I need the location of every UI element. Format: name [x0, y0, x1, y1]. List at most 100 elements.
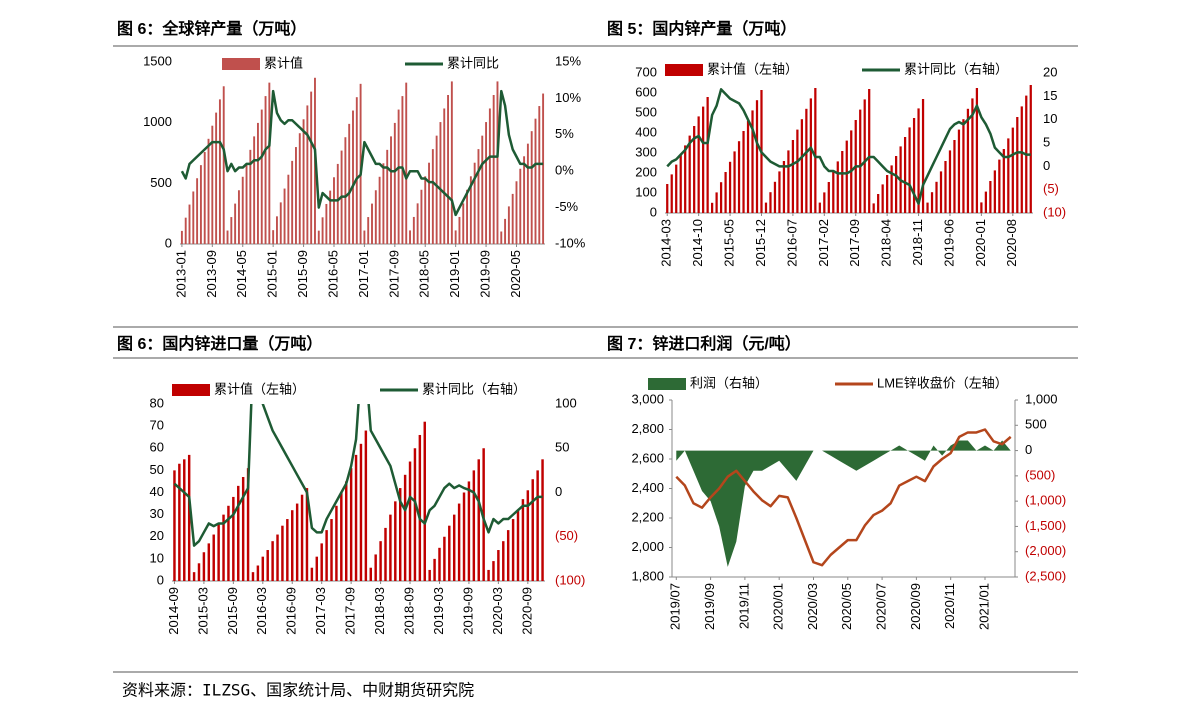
bar: [450, 81, 453, 244]
bar: [386, 149, 389, 244]
bar: [435, 135, 438, 244]
x-tick-label: 2020/09: [908, 583, 923, 630]
line: [173, 404, 543, 547]
bar: [742, 131, 745, 213]
y-tick-label: 2,200: [631, 509, 664, 524]
bar: [384, 527, 387, 581]
bar: [272, 230, 275, 244]
bar: [485, 122, 488, 244]
x-tick-label: 2016-03: [254, 587, 269, 635]
legend-label: 利润（右轴）: [690, 375, 768, 390]
bar: [249, 149, 252, 244]
bar: [500, 231, 503, 244]
bar: [519, 168, 522, 244]
x-tick-label: 2015-01: [265, 250, 280, 298]
bar: [890, 165, 893, 213]
bar: [355, 97, 358, 244]
bar: [733, 151, 736, 213]
x-tick-label: 2020-03: [490, 587, 505, 635]
y2-tick-label: (5): [1043, 181, 1059, 196]
bar: [980, 202, 983, 213]
x-tick-label: 2020-01: [973, 219, 988, 267]
bar: [504, 218, 507, 244]
bar: [523, 156, 526, 244]
x-tick-label: 2019-01: [447, 250, 462, 298]
bar: [344, 137, 347, 244]
x-tick-label: 2019-09: [460, 587, 475, 635]
bar: [782, 161, 786, 213]
bar: [805, 108, 808, 213]
bar: [697, 116, 700, 213]
bar: [403, 474, 407, 581]
bar: [746, 120, 750, 213]
bar: [260, 109, 263, 244]
bar: [173, 470, 176, 581]
x-tick-label: 2018-03: [372, 587, 387, 635]
legend-swatch: [222, 58, 260, 70]
bar: [836, 161, 839, 213]
bar: [230, 217, 233, 244]
bar: [359, 83, 362, 244]
x-tick-label: 2016-09: [284, 587, 299, 635]
bar: [245, 163, 248, 244]
bar: [487, 569, 490, 581]
bar: [302, 119, 305, 244]
bar: [1002, 149, 1005, 213]
bar: [787, 150, 790, 213]
y-tick-label: 2,400: [631, 480, 664, 495]
x-tick-label: 2014-05: [234, 250, 249, 298]
bar: [443, 108, 446, 244]
legend-swatch: [665, 64, 703, 76]
x-tick-label: 2013-01: [173, 250, 188, 298]
bar: [823, 192, 826, 213]
bar: [310, 567, 314, 581]
y2-tick-label: 500: [1025, 417, 1047, 432]
bar: [237, 190, 240, 244]
y-tick-label: 200: [635, 164, 657, 179]
bar: [670, 174, 673, 213]
y-tick-label: 10: [150, 550, 164, 565]
bar: [791, 140, 795, 213]
y2-tick-label: 0: [1043, 158, 1050, 173]
x-tick-label: 2020/05: [839, 583, 854, 630]
bar: [872, 203, 875, 213]
bar: [1020, 106, 1023, 213]
y2-tick-label: (100): [555, 572, 585, 587]
x-tick-label: 2020-05: [508, 250, 523, 298]
x-tick-label: 2019/11: [736, 583, 751, 629]
bar: [903, 137, 907, 213]
bar: [531, 479, 534, 581]
bar: [256, 122, 259, 244]
bar: [521, 499, 525, 581]
y2-tick-label: 50: [555, 440, 569, 455]
bar: [706, 97, 709, 213]
y-tick-label: 100: [635, 184, 657, 199]
bar: [511, 193, 514, 244]
x-tick-label: 2016-07: [784, 219, 799, 267]
x-tick-label: 2020-09: [519, 587, 534, 635]
bar: [989, 181, 992, 213]
bar: [416, 203, 419, 244]
chart-title: 图 5：国内锌产量（万吨）: [607, 19, 796, 38]
bar: [877, 194, 880, 213]
y2-tick-label: 20: [1043, 64, 1057, 79]
bar: [330, 519, 333, 581]
bar: [764, 202, 768, 213]
bar: [711, 202, 714, 213]
bar: [684, 145, 687, 213]
bar: [217, 523, 220, 581]
bar: [431, 149, 434, 244]
bar: [187, 454, 191, 581]
y2-tick-label: 5: [1043, 134, 1050, 149]
bar: [253, 136, 256, 244]
bar: [462, 492, 466, 581]
bar: [492, 561, 495, 581]
bar: [218, 99, 221, 244]
legend-label: 累计同比（右轴）: [422, 381, 526, 396]
bar: [971, 98, 974, 213]
x-tick-label: 2020/01: [771, 583, 786, 630]
y-tick-label: 300: [635, 144, 657, 159]
bar: [276, 534, 279, 581]
bar: [939, 171, 943, 213]
